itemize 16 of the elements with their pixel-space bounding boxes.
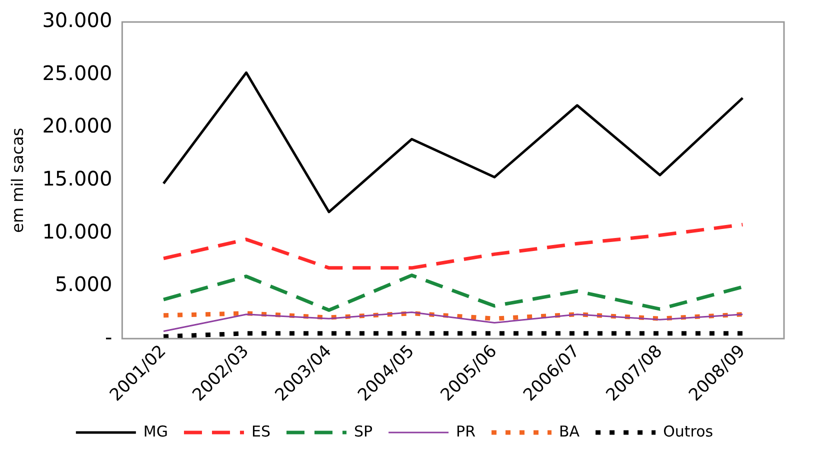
y-tick-label: 25.000	[42, 60, 112, 85]
line-series	[162, 222, 744, 270]
legend-label: Outros	[663, 422, 714, 440]
legend-label: SP	[354, 422, 373, 440]
y-axis-title: em mil sacas	[8, 128, 27, 233]
line-series	[162, 274, 744, 312]
legend-label: ES	[251, 422, 270, 440]
legend-label: MG	[143, 422, 168, 440]
y-tick-label: 15.000	[42, 166, 112, 191]
y-tick-label: 20.000	[42, 114, 112, 138]
y-tick-label: -	[104, 324, 112, 349]
y-tick-label: 30.000	[42, 8, 112, 32]
y-tick-label: 5.000	[54, 272, 112, 296]
legend-label: BA	[559, 422, 580, 440]
y-tick-label: 10.000	[42, 219, 112, 244]
legend-label: PR	[456, 422, 476, 440]
